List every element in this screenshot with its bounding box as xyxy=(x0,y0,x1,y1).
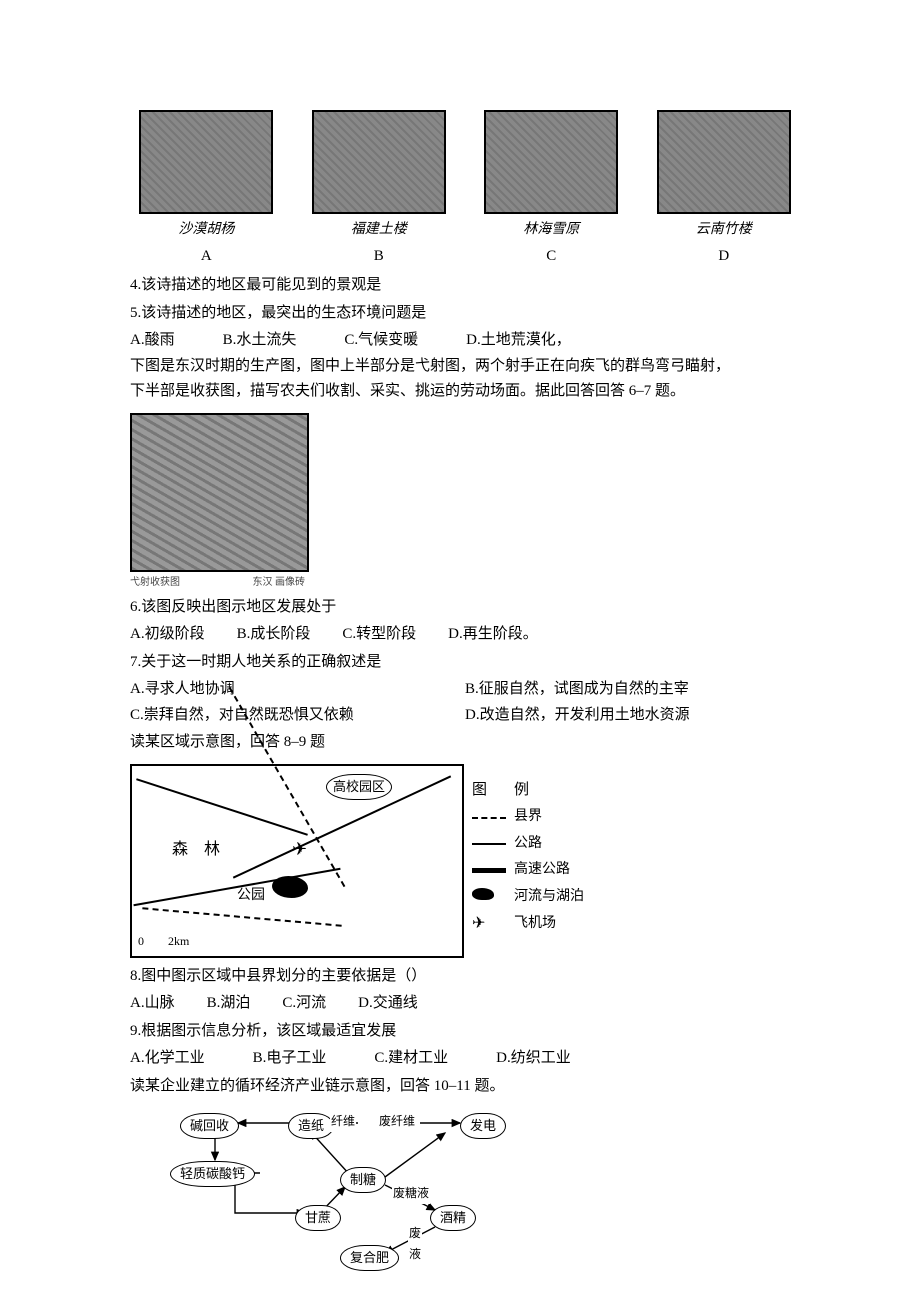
option-c: C.河流 xyxy=(282,991,326,1017)
legend-thick-label: 高速公路 xyxy=(514,857,570,884)
legend-dash-label: 县界 xyxy=(514,804,542,831)
node-jiujing: 酒精 xyxy=(430,1205,476,1231)
node-qingzhi: 轻质碳酸钙 xyxy=(170,1161,255,1187)
legend-plane-label: 飞机场 xyxy=(514,911,556,938)
node-zaozhi: 造纸 xyxy=(288,1113,334,1139)
option-b: B.成长阶段 xyxy=(237,622,311,648)
option-a: A.初级阶段 xyxy=(130,622,205,648)
han-image-caption: 弋射收获图 东汉 画像砖 xyxy=(130,574,305,591)
passage-6-7-line1: 下图是东汉时期的生产图，图中上半部分是弋射图，两个射手正在向疾飞的群鸟弯弓瞄射， xyxy=(130,354,800,380)
option-d: D.交通线 xyxy=(358,991,418,1017)
option-a: A.山脉 xyxy=(130,991,175,1017)
campus-badge: 高校园区 xyxy=(326,774,392,800)
passage-6-7-line2: 下半部是收获图，描写农夫们收割、采实、挑运的劳动场面。据此回答回答 6–7 题。 xyxy=(130,379,800,405)
option-b: B.湖泊 xyxy=(207,991,251,1017)
option-b: 福建土楼 B xyxy=(303,110,456,269)
caption: 沙漠胡杨 xyxy=(130,218,283,242)
lake-icon xyxy=(272,876,308,898)
node-fuhefei: 复合肥 xyxy=(340,1245,399,1271)
legend-dash-icon xyxy=(472,817,506,819)
option-c: C.转型阶段 xyxy=(342,622,416,648)
circular-economy-flowchart: 碱回收 造纸 发电 轻质碳酸钙 制糖 甘蔗 酒精 复合肥 纤维 废纤维 废糖液 … xyxy=(160,1105,530,1275)
option-c: C.崇拜自然，对自然既恐惧又依赖 xyxy=(130,703,465,729)
scale-bar: 0 2km xyxy=(138,931,189,951)
legend-blob-icon xyxy=(472,888,494,900)
option-d: 云南竹楼 D xyxy=(648,110,801,269)
option-d: D.再生阶段。 xyxy=(448,622,538,648)
legend-thick-icon xyxy=(472,868,506,873)
option-d: D.土地荒漠化， xyxy=(466,328,571,354)
question-7: 7.关于这一时期人地关系的正确叙述是 xyxy=(130,650,800,676)
forest-label: 森 林 xyxy=(172,836,220,863)
legend-plane-icon: ✈ xyxy=(472,916,506,932)
han-production-image xyxy=(130,413,309,572)
option-a: A.酸雨 xyxy=(130,328,175,354)
passage-10-11: 读某企业建立的循环经济产业链示意图，回答 10–11 题。 xyxy=(130,1074,800,1100)
question-5: 5.该诗描述的地区，最突出的生态环境问题是 xyxy=(130,301,800,327)
option-c: C.气候变暖 xyxy=(344,328,418,354)
question-9: 9.根据图示信息分析，该区域最适宜发展 xyxy=(130,1019,800,1045)
caption-left: 弋射收获图 xyxy=(130,574,180,591)
option-letter: A xyxy=(130,244,283,270)
edge-feiye: 废 液 xyxy=(408,1223,422,1264)
caption: 福建土楼 xyxy=(303,218,456,242)
option-b: B.征服自然，试图成为自然的主宰 xyxy=(465,677,800,703)
map-legend: 图 例 县界 公路 高速公路 河流与湖泊 ✈ 飞机场 xyxy=(472,776,622,937)
region-sketch-map: 高校园区 森 林 公园 ✈ 0 2km 图 例 县界 公路 高速公路 河流与湖泊… xyxy=(130,764,464,958)
option-b: B.水土流失 xyxy=(223,328,297,354)
node-fadian: 发电 xyxy=(460,1113,506,1139)
legend-title: 图 例 xyxy=(472,776,622,805)
option-image-row: 沙漠胡杨 A 福建土楼 B 林海雪原 C 云南竹楼 D xyxy=(130,110,800,269)
option-c: C.建材工业 xyxy=(374,1046,448,1072)
question-6-options: A.初级阶段 B.成长阶段 C.转型阶段 D.再生阶段。 xyxy=(130,622,800,648)
legend-line-label: 公路 xyxy=(514,831,542,858)
legend-blob-label: 河流与湖泊 xyxy=(514,884,584,911)
option-d: D.纺织工业 xyxy=(496,1046,571,1072)
image-placeholder xyxy=(312,110,446,214)
image-placeholder xyxy=(657,110,791,214)
question-5-options: A.酸雨 B.水土流失 C.气候变暖 D.土地荒漠化， xyxy=(130,328,800,354)
park-label: 公园 xyxy=(237,884,265,908)
question-6: 6.该图反映出图示地区发展处于 xyxy=(130,595,800,621)
edge-feitangye: 废糖液 xyxy=(392,1183,430,1203)
node-ganzhe: 甘蔗 xyxy=(295,1205,341,1231)
question-9-options: A.化学工业 B.电子工业 C.建材工业 D.纺织工业 xyxy=(130,1046,800,1072)
option-letter: B xyxy=(303,244,456,270)
question-8: 8.图中图示区域中县界划分的主要依据是（） xyxy=(130,964,800,990)
option-d: D.改造自然，开发利用土地水资源 xyxy=(465,703,800,729)
node-jianhuishou: 碱回收 xyxy=(180,1113,239,1139)
question-7-options: A.寻求人地协调 B.征服自然，试图成为自然的主宰 C.崇拜自然，对自然既恐惧又… xyxy=(130,677,800,728)
option-b: B.电子工业 xyxy=(253,1046,327,1072)
question-4: 4.该诗描述的地区最可能见到的景观是 xyxy=(130,273,800,299)
caption: 云南竹楼 xyxy=(648,218,801,242)
caption-right: 东汉 画像砖 xyxy=(253,574,306,591)
option-letter: D xyxy=(648,244,801,270)
edge-xianwei: 纤维 xyxy=(330,1111,356,1131)
passage-8-9: 读某区域示意图，回答 8–9 题 xyxy=(130,730,800,756)
legend-line-icon xyxy=(472,843,506,845)
edge-feixianwei: 废纤维 xyxy=(378,1111,416,1131)
option-a: A.寻求人地协调 xyxy=(130,677,465,703)
question-8-options: A.山脉 B.湖泊 C.河流 D.交通线 xyxy=(130,991,800,1017)
node-zhitang: 制糖 xyxy=(340,1167,386,1193)
caption: 林海雪原 xyxy=(475,218,628,242)
airport-icon: ✈ xyxy=(292,834,307,865)
option-a: A.化学工业 xyxy=(130,1046,205,1072)
image-placeholder xyxy=(484,110,618,214)
option-a: 沙漠胡杨 A xyxy=(130,110,283,269)
image-placeholder xyxy=(139,110,273,214)
option-c: 林海雪原 C xyxy=(475,110,628,269)
option-letter: C xyxy=(475,244,628,270)
